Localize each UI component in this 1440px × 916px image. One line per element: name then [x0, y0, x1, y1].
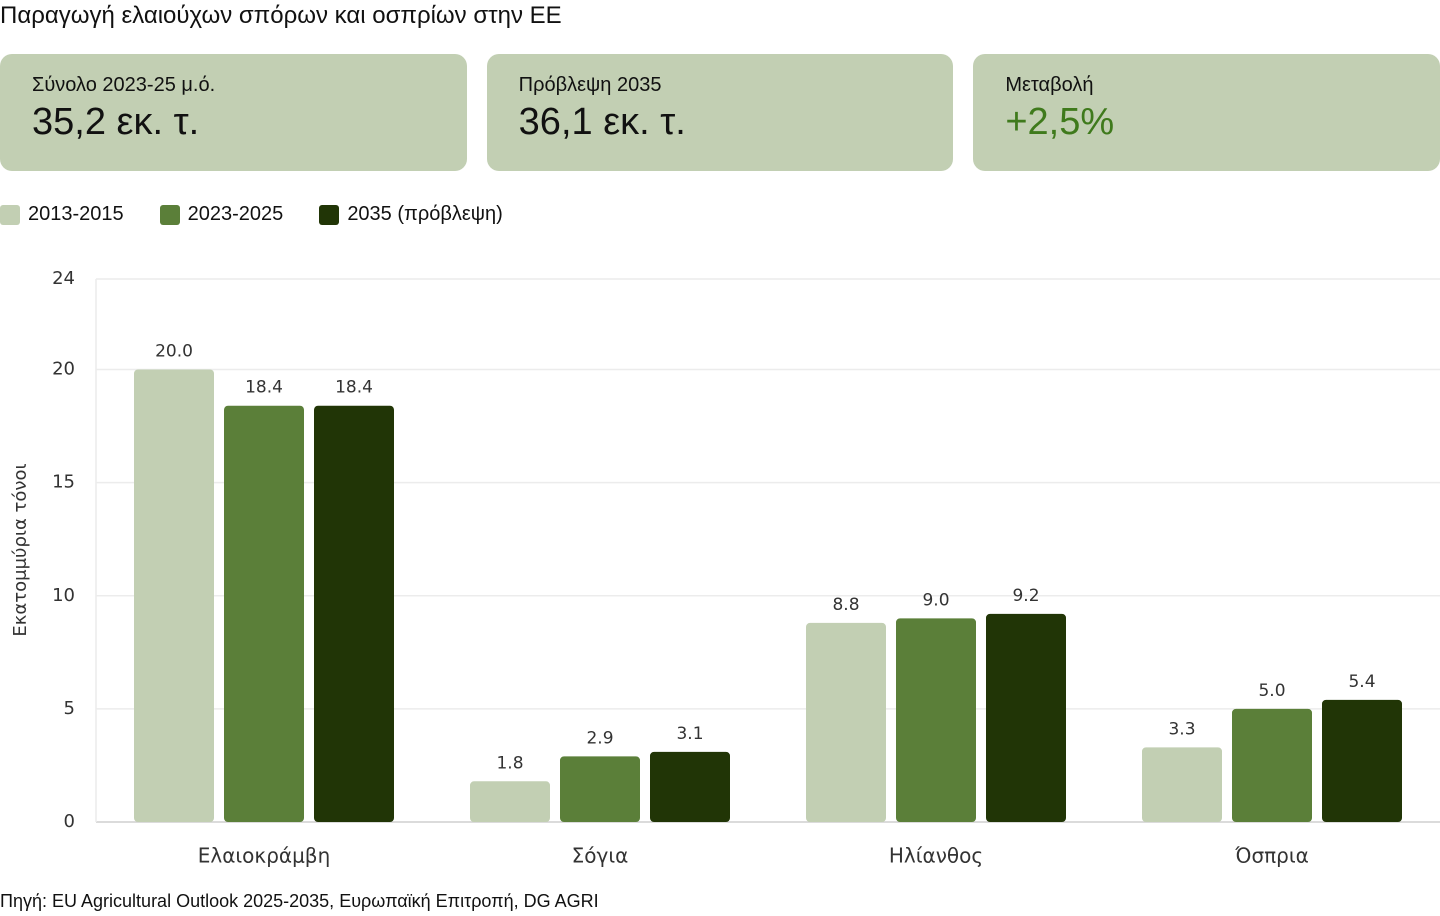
data-label: 18.4 [245, 378, 283, 398]
kpi-value: 36,1 εκ. τ. [518, 101, 686, 143]
legend-item: 2035 (πρόβλεψη) [319, 203, 503, 226]
bar [986, 613, 1066, 822]
legend-label: 2013-2015 [28, 203, 124, 225]
bar [806, 622, 886, 822]
legend-label: 2023-2025 [187, 203, 284, 225]
legend-label: 2035 (πρόβλεψη) [347, 203, 503, 225]
bar [1142, 747, 1222, 822]
bar [470, 781, 550, 822]
y-axis-label: Εκατομμύρια τόνοι [10, 463, 31, 636]
legend-swatch [0, 204, 20, 225]
bar [1322, 699, 1402, 822]
data-label: 5.0 [1258, 681, 1285, 701]
legend-swatch [319, 204, 340, 225]
data-label: 2.9 [586, 728, 613, 748]
x-tick-label: Όσπρια [1234, 844, 1309, 868]
legend-item: 2013-2015 [0, 203, 124, 226]
kpi-label: Μεταβολή [1005, 74, 1094, 96]
data-label: 3.1 [676, 724, 703, 744]
bar [896, 618, 976, 822]
data-label: 1.8 [496, 753, 523, 773]
data-label: 9.2 [1012, 586, 1039, 606]
page-title: Παραγωγή ελαιούχων σπόρων και οσπρίων στ… [0, 2, 562, 29]
y-tick-label: 0 [64, 811, 75, 832]
y-tick-label: 10 [52, 585, 75, 606]
x-tick-label: Σόγια [572, 844, 629, 868]
kpi-card: Μεταβολή +2,5% [973, 54, 1440, 171]
bar [314, 405, 394, 822]
cards: Σύνολο 2023-25 μ.ό. 35,2 εκ. τ. Πρόβλεψη 2… [0, 54, 1440, 171]
data-label: 18.4 [335, 378, 373, 398]
bar [650, 751, 730, 822]
y-tick-label: 15 [52, 472, 75, 493]
bar [1232, 708, 1312, 822]
bar [560, 756, 640, 822]
data-label: 3.3 [1168, 719, 1195, 739]
chart: 0 5 10 15 20 24 Εκατομμύρια τόνοι Ελαιοκράμβη 20… [10, 268, 1440, 868]
legend-swatch [159, 204, 180, 225]
legend: 2013-2015 2023-2025 2035 (πρόβλεψη) [0, 203, 503, 226]
legend-item: 2023-2025 [159, 203, 284, 226]
x-tick-label: Ηλίανθος [889, 844, 983, 868]
x-tick-label: Ελαιοκράμβη [198, 844, 331, 868]
kpi-value: 35,2 εκ. τ. [32, 101, 200, 143]
source: Πηγή: EU Agricultural Outlook 2025-2035,… [0, 891, 599, 911]
y-tick-label: 5 [64, 698, 75, 719]
kpi-label: Πρόβλεψη 2035 [518, 74, 662, 96]
y-tick-label: 24 [52, 268, 75, 289]
data-label: 20.0 [155, 342, 193, 362]
kpi-value: +2,5% [1005, 101, 1115, 143]
data-label: 5.4 [1348, 672, 1375, 692]
kpi-card: Σύνολο 2023-25 μ.ό. 35,2 εκ. τ. [0, 54, 467, 171]
kpi-label: Σύνολο 2023-25 μ.ό. [32, 74, 216, 96]
bar [224, 405, 304, 822]
y-tick-label: 20 [52, 359, 75, 380]
data-label: 8.8 [832, 595, 859, 615]
kpi-card: Πρόβλεψη 2035 36,1 εκ. τ. [486, 54, 954, 171]
data-label: 9.0 [922, 590, 949, 610]
bar [134, 369, 214, 822]
